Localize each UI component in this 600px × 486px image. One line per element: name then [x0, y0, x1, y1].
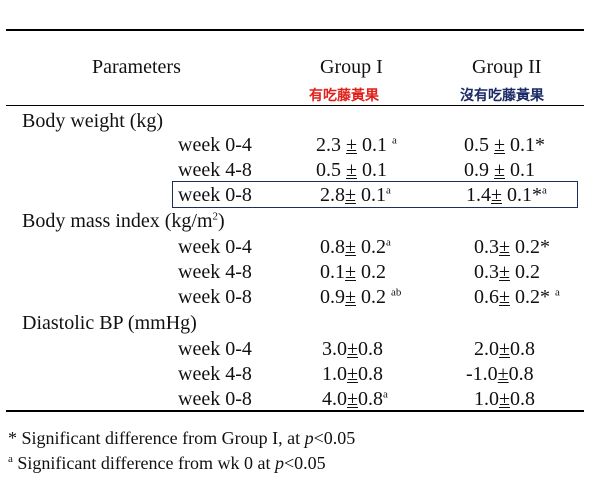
row-label: week 4-8	[178, 363, 252, 385]
group2-value: 2.0±0.8	[474, 338, 535, 360]
group2-value: 0.6± 0.2* a	[474, 286, 560, 308]
table-row: week 4-8 0.5 ± 0.1 0.9 ± 0.1	[0, 159, 600, 183]
group2-value: 0.3± 0.2*	[474, 236, 550, 258]
row-label: week 0-4	[178, 236, 252, 258]
group2-value: 1.4± 0.1*a	[466, 184, 547, 206]
group1-value: 2.3 ± 0.1 a	[316, 134, 397, 156]
group1-value: 0.8± 0.2a	[320, 236, 391, 258]
table-row: week 0-4 2.3 ± 0.1 a 0.5 ± 0.1*	[0, 134, 600, 158]
group2-annotation: 沒有吃藤黃果	[460, 88, 544, 104]
row-label: week 4-8	[178, 159, 252, 181]
group1-value: 0.5 ± 0.1	[316, 159, 387, 181]
table-row: week 4-8 1.0±0.8 -1.0±0.8	[0, 363, 600, 387]
group1-value: 0.9± 0.2 ab	[320, 286, 402, 308]
group2-value: 1.0±0.8	[474, 388, 535, 410]
group2-value: 0.9 ± 0.1	[464, 159, 535, 181]
table-bottom-rule	[6, 410, 584, 412]
highlight-box	[172, 181, 578, 208]
row-label: week 0-4	[178, 134, 252, 156]
group2-value: -1.0±0.8	[466, 363, 534, 385]
header-group1: Group I	[320, 56, 383, 78]
row-label: week 0-8	[178, 286, 252, 308]
table-row: week 0-4 0.8± 0.2a 0.3± 0.2*	[0, 236, 600, 260]
header-parameters: Parameters	[92, 56, 181, 78]
row-label: week 4-8	[178, 261, 252, 283]
section-title-diastolic-bp: Diastolic BP (mmHg)	[22, 312, 197, 334]
group1-value: 3.0±0.8	[322, 338, 383, 360]
table-top-rule	[6, 29, 584, 31]
section-title-body-weight: Body weight (kg)	[22, 110, 164, 132]
footnote-a: a Significant difference from wk 0 at p<…	[8, 453, 326, 473]
section-title-bmi: Body mass index (kg/m2)	[22, 210, 225, 232]
row-label: week 0-8	[178, 388, 252, 410]
table-row: week 0-8 2.8± 0.1a 1.4± 0.1*a	[0, 184, 600, 208]
table-row: week 0-8 4.0±0.8a 1.0±0.8	[0, 388, 600, 412]
group1-value: 0.1± 0.2	[320, 261, 386, 283]
row-label: week 0-8	[178, 184, 252, 206]
header-rule	[6, 105, 584, 107]
group2-value: 0.3± 0.2	[474, 261, 540, 283]
header-group2: Group II	[472, 56, 542, 78]
table-row: week 0-8 0.9± 0.2 ab 0.6± 0.2* a	[0, 286, 600, 310]
group1-value: 1.0±0.8	[322, 363, 383, 385]
group1-annotation: 有吃藤黃果	[309, 88, 379, 104]
group2-value: 0.5 ± 0.1*	[464, 134, 545, 156]
group1-value: 2.8± 0.1a	[320, 184, 391, 206]
table-row: week 4-8 0.1± 0.2 0.3± 0.2	[0, 261, 600, 285]
table-row: week 0-4 3.0±0.8 2.0±0.8	[0, 338, 600, 362]
group1-value: 4.0±0.8a	[322, 388, 388, 410]
row-label: week 0-4	[178, 338, 252, 360]
footnote-star: * Significant difference from Group I, a…	[8, 428, 356, 448]
